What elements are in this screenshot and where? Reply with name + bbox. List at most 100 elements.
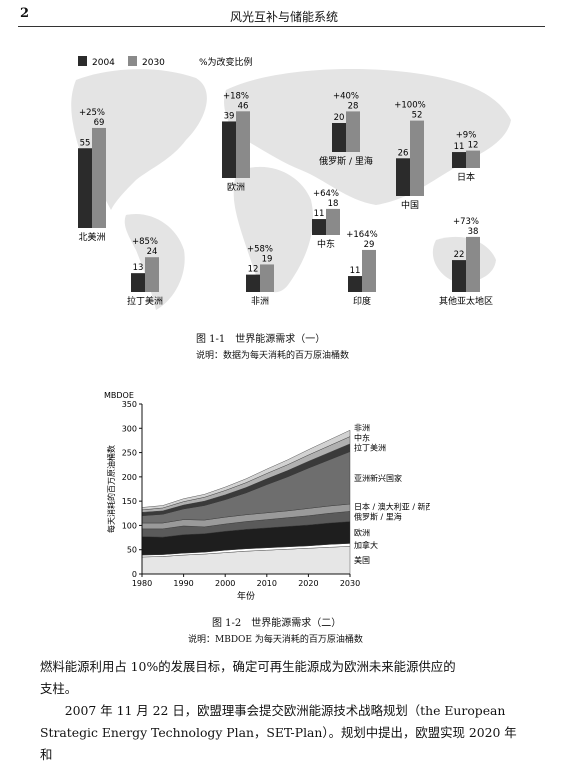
value-label-2004: 13 — [133, 263, 144, 273]
value-label-2004: 39 — [224, 111, 235, 121]
y-axis-title: 每天消耗的百万原油桶数 — [106, 445, 116, 533]
pct-change-label: +73% — [453, 217, 479, 227]
pct-change-label: +100% — [394, 101, 425, 111]
value-label-2030: 28 — [348, 101, 359, 111]
bar-2004 — [246, 274, 260, 292]
bar-2030 — [326, 208, 340, 235]
value-label-2030: 69 — [94, 118, 105, 128]
series-label: 非洲 — [354, 423, 370, 433]
pct-change-label: +18% — [223, 91, 249, 101]
bar-2004 — [131, 273, 145, 292]
body-line: 燃料能源利用占 10%的发展目标，确定可再生能源成为欧洲未来能源供应的 — [40, 659, 456, 674]
page-number: 2 — [20, 6, 30, 21]
y-tick-label: 250 — [122, 449, 137, 458]
series-label: 俄罗斯 / 里海 — [354, 511, 402, 521]
bar-2004 — [332, 123, 346, 152]
x-tick-label: 2010 — [257, 579, 277, 588]
bar-2030 — [145, 257, 159, 292]
area-series-group — [141, 429, 351, 575]
region-name-label: 拉丁美洲 — [127, 295, 163, 307]
series-label: 加拿大 — [354, 540, 378, 550]
area-series — [141, 429, 351, 511]
pct-change-label: +85% — [132, 237, 158, 247]
bar-2030 — [346, 111, 360, 152]
region-name-label: 俄罗斯 / 里海 — [319, 155, 373, 167]
value-label-2030: 38 — [468, 227, 479, 237]
pct-change-label: +9% — [456, 131, 477, 141]
series-label: 中东 — [354, 433, 370, 443]
value-label-2030: 29 — [364, 240, 375, 250]
region-name-label: 中国 — [401, 199, 419, 211]
y-tick-label: 350 — [122, 400, 137, 409]
y-tick-label: 100 — [122, 521, 137, 530]
x-tick-label: 1990 — [173, 579, 193, 588]
bar-2030 — [260, 264, 274, 292]
value-label-2030: 18 — [328, 199, 339, 209]
pct-change-label: +64% — [313, 189, 339, 199]
pct-change-label: +164% — [346, 230, 377, 240]
pct-change-label: +58% — [247, 244, 273, 254]
region-bar-group: 11 12+9% 日本 — [452, 131, 480, 183]
y-tick-label: 200 — [122, 473, 137, 482]
pct-change-label: +25% — [79, 108, 105, 118]
bar-2030 — [362, 249, 376, 292]
bar-2030 — [236, 111, 250, 178]
body-line: Strategic Energy Technology Plan，SET-Pla… — [40, 725, 517, 762]
value-label-2030: 12 — [468, 141, 479, 151]
region-name-label: 其他亚太地区 — [439, 295, 493, 307]
series-label: 亚洲新兴国家 — [354, 473, 402, 483]
value-label-2004: 11 — [314, 209, 325, 219]
map-australia — [432, 236, 496, 282]
bar-2004 — [78, 148, 92, 228]
x-tick-label: 2020 — [298, 579, 318, 588]
region-bar-group: 11 29+164% 印度 — [346, 230, 377, 307]
x-tick-label: 2030 — [340, 579, 360, 588]
region-name-label: 欧洲 — [227, 181, 245, 193]
bar-2004 — [452, 260, 466, 292]
value-label-2004: 11 — [350, 266, 361, 276]
legend-label-2004: 2004 — [92, 58, 115, 68]
value-label-2004: 26 — [398, 148, 409, 158]
y-tick-label: 300 — [122, 424, 137, 433]
value-label-2004: 11 — [454, 142, 465, 152]
body-paragraph-2: 2007 年 11 月 22 日，欧盟理事会提交欧洲能源技术战略规划（the E… — [40, 700, 525, 766]
legend-label-2030: 2030 — [142, 58, 165, 68]
figure1-caption: 图 1-1 世界能源需求（一） — [196, 334, 326, 345]
bar-2004 — [452, 152, 466, 168]
figure1-legend: 2004 2030 %为改变比例 — [78, 56, 253, 68]
series-label: 拉丁美洲 — [354, 443, 386, 453]
series-label: 日本 / 澳大利亚 / 新西兰 — [354, 501, 430, 511]
series-label: 欧洲 — [354, 527, 370, 537]
legend-swatch-2030 — [128, 56, 137, 66]
unit-label: MBDOE — [104, 391, 134, 400]
value-label-2004: 12 — [248, 265, 259, 275]
region-name-label: 非洲 — [251, 295, 269, 307]
value-label-2004: 55 — [80, 138, 91, 148]
figure2-caption: 图 1-2 世界能源需求（二） — [212, 618, 342, 629]
running-title: 风光互补与储能系统 — [230, 10, 339, 24]
x-tick-label: 1980 — [132, 579, 152, 588]
value-label-2030: 46 — [238, 101, 249, 111]
bar-2030 — [466, 150, 480, 168]
value-label-2004: 20 — [334, 113, 345, 123]
bar-2030 — [92, 127, 106, 228]
region-name-label: 北美洲 — [78, 231, 105, 243]
chart-axes: 0 50 100 150 200 250 300 350 1980 1990 2000 2010 202… — [104, 391, 360, 602]
bar-2004 — [222, 121, 236, 178]
bar-2004 — [312, 219, 326, 235]
body-paragraph-1: 燃料能源利用占 10%的发展目标，确定可再生能源成为欧洲未来能源供应的 支柱。 — [40, 656, 525, 700]
x-tick-label: 2000 — [215, 579, 235, 588]
value-label-2004: 22 — [454, 250, 465, 260]
value-label-2030: 52 — [412, 111, 423, 121]
x-axis-title: 年份 — [237, 590, 255, 602]
body-line: 2007 年 11 月 22 日，欧盟理事会提交欧洲能源技术战略规划（the E… — [40, 703, 506, 718]
value-label-2030: 24 — [147, 247, 158, 257]
